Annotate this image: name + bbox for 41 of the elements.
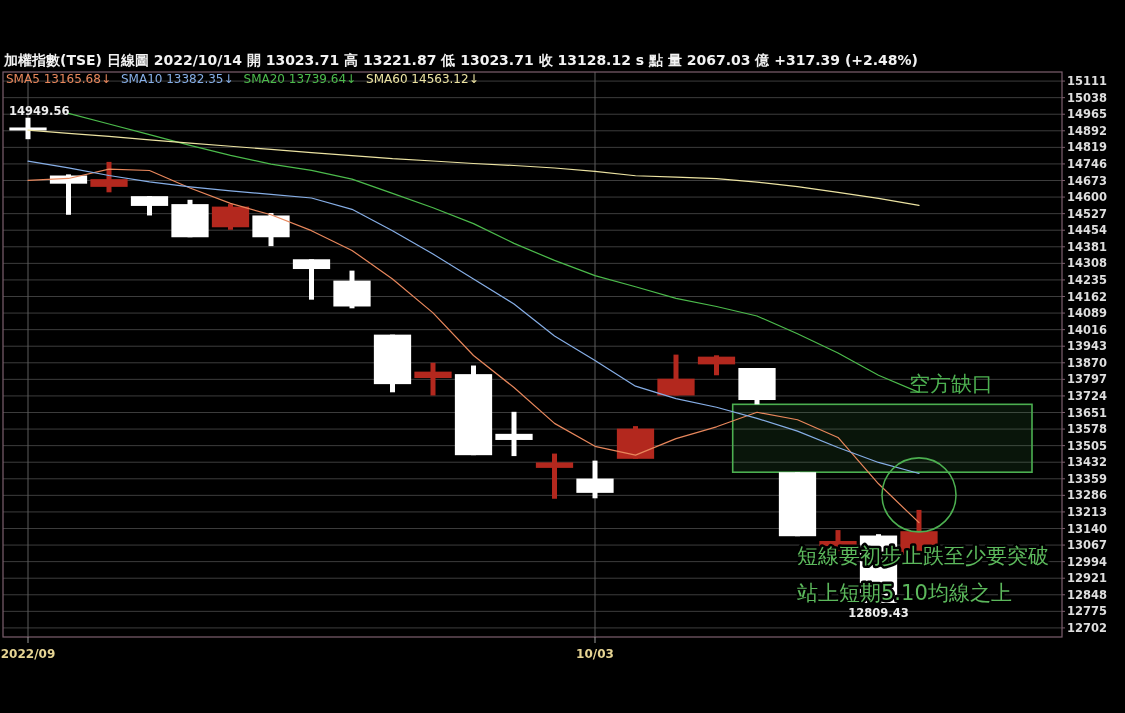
y-tick-label: 14016 <box>1067 322 1108 337</box>
y-tick-label: 13432 <box>1067 455 1108 470</box>
annotation: 12809.43 <box>848 605 909 620</box>
y-tick-label: 13578 <box>1067 422 1108 437</box>
y-tick-label: 14381 <box>1067 239 1108 254</box>
y-tick-label: 13651 <box>1067 405 1108 420</box>
y-tick-label: 14162 <box>1067 289 1108 304</box>
y-tick-label: 14308 <box>1067 256 1108 271</box>
y-tick-label: 13140 <box>1067 521 1108 536</box>
x-tick-label: 2022/09 <box>0 647 56 661</box>
chart-title: 加權指數(TSE) 日線圖 2022/10/14 開 13023.71 高 13221.87 低 13023.71 收 13128.12 s 點 量 2067.03 億 +317.39 (+2.48%) <box>3 52 918 68</box>
y-tick-label: 12921 <box>1067 571 1108 586</box>
y-tick-label: 14673 <box>1067 173 1108 188</box>
y-tick-label: 12848 <box>1067 587 1108 602</box>
y-tick-label: 13797 <box>1067 372 1108 387</box>
y-tick-label: 14746 <box>1067 156 1108 171</box>
y-tick-label: 14892 <box>1067 123 1108 138</box>
y-tick-label: 14819 <box>1067 140 1108 155</box>
y-tick-label: 14527 <box>1067 206 1108 221</box>
y-tick-label: 14089 <box>1067 306 1108 321</box>
y-tick-label: 13943 <box>1067 339 1108 354</box>
legend: SMA5 13165.68↓ SMA10 13382.35↓ SMA20 13739.64↓ SMA60 14563.12↓ <box>6 72 479 86</box>
y-tick-label: 13213 <box>1067 504 1108 519</box>
y-tick-label: 15111 <box>1067 74 1108 89</box>
y-tick-label: 12702 <box>1067 620 1108 635</box>
y-tick-label: 13286 <box>1067 488 1108 503</box>
y-tick-label: 14965 <box>1067 107 1108 122</box>
x-tick-label: 10/03 <box>576 647 614 661</box>
y-tick-label: 12775 <box>1067 604 1108 619</box>
y-tick-label: 13067 <box>1067 538 1108 553</box>
y-tick-label: 14454 <box>1067 223 1108 238</box>
y-tick-label: 14235 <box>1067 272 1108 287</box>
y-tick-label: 12994 <box>1067 554 1108 569</box>
y-tick-label: 13505 <box>1067 438 1108 453</box>
annotation: 14949.56 <box>9 103 70 118</box>
y-tick-label: 13359 <box>1067 471 1108 486</box>
y-tick-label: 13870 <box>1067 355 1108 370</box>
y-tick-label: 14600 <box>1067 190 1108 205</box>
band-label: 空方缺口 <box>909 372 993 397</box>
y-tick-label: 15038 <box>1067 90 1108 105</box>
y-tick-label: 13724 <box>1067 388 1108 403</box>
